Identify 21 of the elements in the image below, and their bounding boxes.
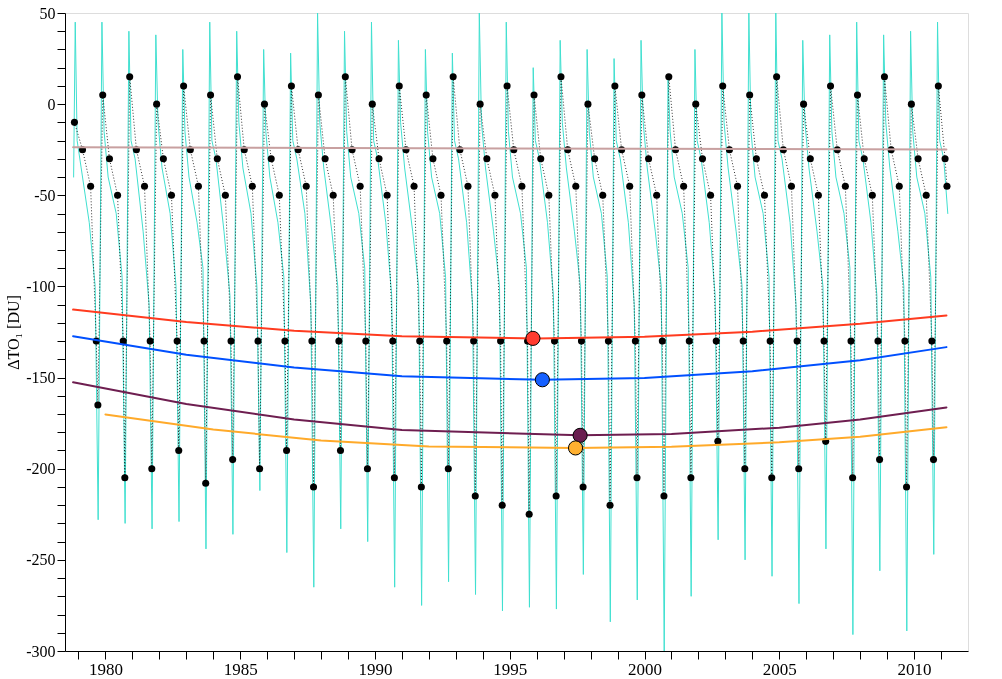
x-tick-label: 1980: [88, 659, 123, 679]
y-axis-title: ΔTO₁ [DU]: [5, 295, 23, 370]
y-tick-label: -200: [26, 460, 56, 478]
line-series: [73, 13, 949, 651]
x-tick-label: 2010: [897, 659, 932, 679]
x-tick-label: 1990: [358, 659, 393, 679]
y-tick-label: -100: [26, 277, 56, 295]
y-tick-label: -250: [26, 551, 56, 569]
y-tick-label: 0: [47, 95, 56, 113]
x-tick-label: 2005: [762, 659, 797, 679]
y-tick-label: 50: [39, 4, 56, 22]
point: [525, 330, 541, 346]
point: [567, 440, 584, 456]
x-tick-label: 2000: [628, 659, 663, 679]
point: [534, 372, 550, 388]
x-tick-label: 1995: [493, 659, 528, 679]
y-tick-label: -50: [34, 186, 56, 204]
x-tick-label: 1985: [223, 659, 258, 679]
y-tick-label: -150: [26, 369, 56, 387]
point: [572, 427, 588, 443]
y-tick-label: -300: [26, 642, 56, 660]
